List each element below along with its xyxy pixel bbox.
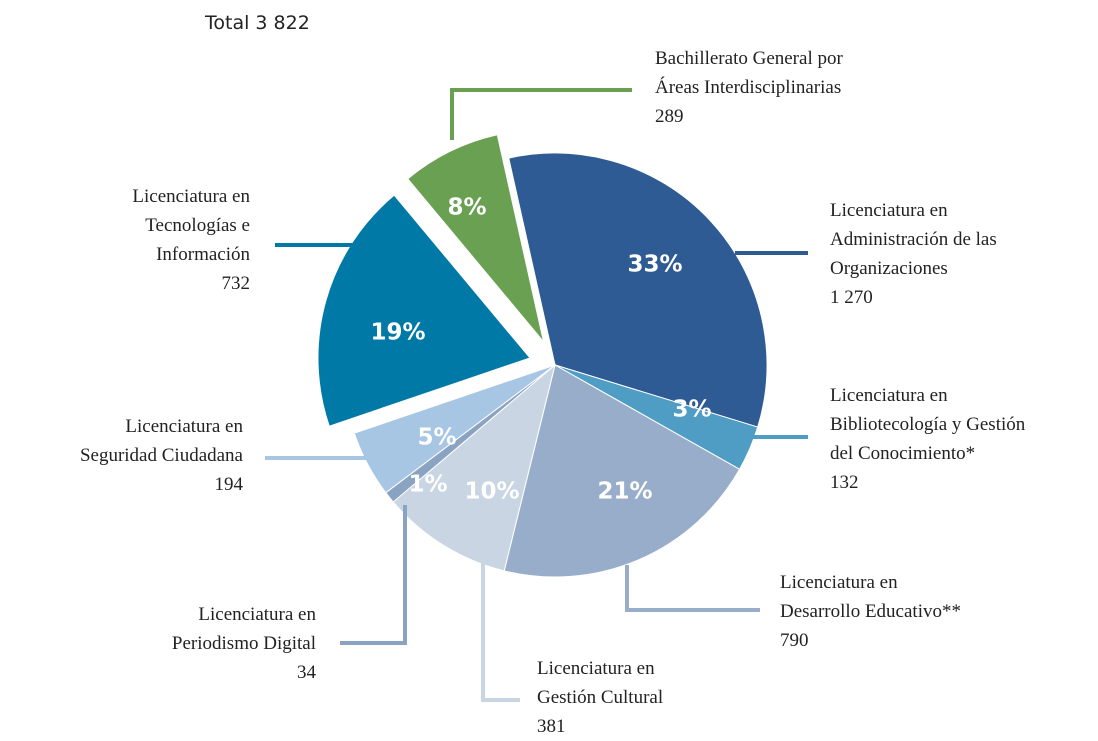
leader-line (481, 562, 520, 702)
leader-line (450, 88, 632, 140)
count-label: 34 (297, 662, 316, 683)
percent-label: 10% (464, 479, 519, 505)
count-label: 381 (537, 716, 566, 737)
percent-label: 8% (447, 195, 486, 221)
leader-line (625, 565, 760, 612)
chart-title: Total 3 822 (205, 12, 310, 34)
pie-slice (407, 134, 545, 342)
count-label: 1 270 (830, 287, 873, 308)
percent-label: 5% (417, 425, 456, 451)
percent-label: 3% (672, 397, 711, 423)
count-label: 790 (780, 630, 809, 651)
slice-label: Licenciatura en Bibliotecología y Gestió… (830, 381, 1025, 497)
pie-slice (508, 152, 768, 428)
percent-label: 19% (370, 320, 425, 346)
count-label: 132 (830, 472, 859, 493)
count-label: 194 (214, 474, 244, 495)
pie-slice (392, 363, 556, 572)
slice-label: Licenciatura en Gestión Cultural 381 (537, 654, 663, 741)
leader-line (340, 505, 407, 645)
percent-label: 33% (627, 252, 682, 278)
percent-label: 1% (408, 472, 447, 498)
slice-label: Licenciatura en Periodismo Digital 34 (172, 600, 316, 687)
count-label: 732 (221, 273, 251, 294)
pie-slice (353, 364, 556, 494)
percent-label: 21% (597, 479, 652, 505)
slice-label: Licenciatura en Administración de las Or… (830, 196, 997, 312)
pie-slice (317, 194, 531, 427)
slice-label: Licenciatura en Desarrollo Educativo** 79… (780, 568, 961, 655)
slice-label: Licenciatura en Seguridad Ciudadana 194 (80, 412, 243, 499)
slice-label: Licenciatura en Tecnologías e Informació… (132, 182, 250, 298)
slice-label: Bachillerato General por Áreas Interdisc… (655, 44, 843, 131)
count-label: 289 (655, 106, 684, 127)
pie-slice (503, 364, 741, 578)
